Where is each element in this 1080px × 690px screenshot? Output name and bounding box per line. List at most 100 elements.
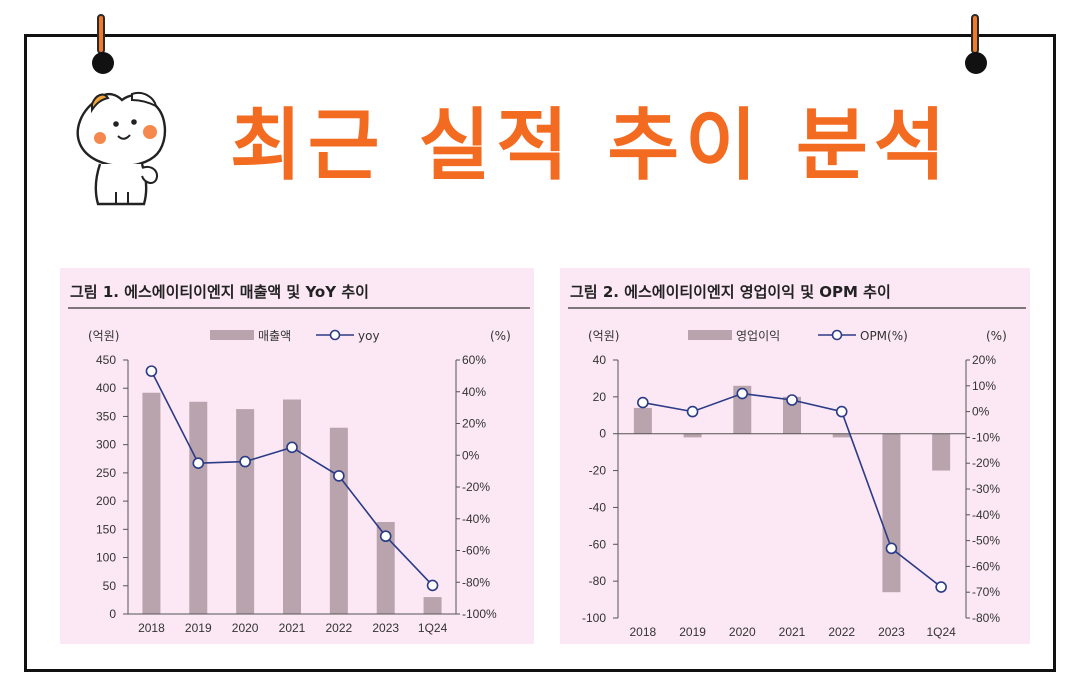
bar xyxy=(329,427,348,614)
line-point xyxy=(145,365,158,377)
right-tick-label: 60% xyxy=(462,353,486,367)
line-point xyxy=(286,441,298,454)
right-tick-label: -50% xyxy=(972,534,1000,548)
right-tick-label: -100% xyxy=(462,607,497,621)
chart-operating-profit-opm: 그림 2. 에스에이티이엔지 영업이익 및 OPM 추이 (억원) (%) 영업이익 O… xyxy=(560,268,1030,644)
right-tick-label: -20% xyxy=(462,480,490,494)
left-tick-label: 0 xyxy=(599,427,606,441)
cat-mascot-icon xyxy=(76,92,167,206)
bar xyxy=(236,409,255,614)
left-tick-label: -80 xyxy=(589,574,607,588)
left-tick-label: -40 xyxy=(589,500,607,514)
line-point xyxy=(239,455,251,468)
bar xyxy=(189,401,208,614)
legend-line-label: OPM(%) xyxy=(860,329,908,343)
bar xyxy=(783,396,801,434)
category-label: 1Q24 xyxy=(926,625,956,639)
category-label: 2021 xyxy=(279,621,306,635)
chart-svg: 그림 1. 에스에이티이엔지 매출액 및 YoY 추이 (억원) (%) 매출액 yoy… xyxy=(68,283,530,635)
category-label: 2021 xyxy=(779,625,806,639)
line-point xyxy=(333,470,345,482)
right-tick-label: -80% xyxy=(972,611,1000,625)
legend-line-marker xyxy=(329,329,341,341)
left-tick-label: 350 xyxy=(96,409,116,423)
pin-right-stick xyxy=(971,14,979,54)
right-tick-label: -60% xyxy=(972,559,1000,573)
line-point xyxy=(426,579,439,592)
left-tick-label: 400 xyxy=(96,381,116,395)
legend-line-label: yoy xyxy=(358,329,380,343)
right-axis-unit: (%) xyxy=(986,329,1007,343)
right-tick-label: -40% xyxy=(972,508,1000,522)
right-tick-label: 20% xyxy=(462,417,486,431)
bar xyxy=(733,385,752,434)
chart-svg: 그림 2. 에스에이티이엔지 영업이익 및 OPM 추이 (억원) (%) 영업이익 O… xyxy=(568,283,1026,639)
right-tick-label: 0% xyxy=(462,448,480,462)
bar xyxy=(423,597,442,614)
right-tick-label: 40% xyxy=(462,385,486,399)
left-axis-unit: (억원) xyxy=(588,329,619,343)
bar xyxy=(633,407,652,434)
line-point xyxy=(835,405,848,418)
right-tick-label: -30% xyxy=(972,482,1000,496)
right-tick-label: -60% xyxy=(462,544,490,558)
right-tick-label: 20% xyxy=(972,353,996,367)
left-tick-label: 20 xyxy=(593,390,607,404)
legend-bar-swatch xyxy=(688,330,732,340)
page-title: 최근 실적 추이 분석 xyxy=(230,101,952,191)
category-label: 2018 xyxy=(138,621,165,635)
bar xyxy=(142,392,161,614)
line-point xyxy=(786,394,798,406)
left-tick-label: 150 xyxy=(96,522,116,536)
category-label: 2022 xyxy=(326,621,353,635)
right-axis-unit: (%) xyxy=(490,329,511,343)
bar xyxy=(932,433,951,471)
line-point xyxy=(379,530,392,543)
left-tick-label: 50 xyxy=(103,579,117,593)
line-point xyxy=(736,387,749,400)
chart-title: 그림 2. 에스에이티이엔지 영업이익 및 OPM 추이 xyxy=(570,283,891,301)
right-tick-label: -40% xyxy=(462,512,490,526)
left-tick-label: 40 xyxy=(593,353,607,367)
right-tick-label: -70% xyxy=(972,585,1000,599)
left-tick-label: 200 xyxy=(96,494,116,508)
chart-title: 그림 1. 에스에이티이엔지 매출액 및 YoY 추이 xyxy=(70,283,369,301)
left-tick-label: -20 xyxy=(589,464,607,478)
left-tick-label: 0 xyxy=(109,607,116,621)
category-label: 2019 xyxy=(185,621,212,635)
pin-left-stick xyxy=(97,14,105,54)
right-tick-label: 10% xyxy=(972,379,996,393)
legend-line-marker xyxy=(831,329,843,341)
left-tick-label: 250 xyxy=(96,466,116,480)
left-axis-unit: (억원) xyxy=(88,329,119,343)
legend-bar-swatch xyxy=(210,330,254,340)
left-tick-label: 450 xyxy=(96,353,116,367)
category-label: 2020 xyxy=(729,625,756,639)
line-point xyxy=(637,396,649,409)
pin-right xyxy=(965,52,987,74)
right-tick-label: 0% xyxy=(972,405,990,419)
right-tick-label: -80% xyxy=(462,575,490,589)
line-point xyxy=(935,581,947,593)
right-tick-label: -10% xyxy=(972,430,1000,444)
left-tick-label: 300 xyxy=(96,438,116,452)
category-label: 1Q24 xyxy=(418,621,448,635)
category-label: 2018 xyxy=(630,625,657,639)
legend-bar-label: 매출액 xyxy=(258,329,291,343)
left-tick-label: -100 xyxy=(582,611,606,625)
pin-left xyxy=(92,52,114,74)
category-label: 2020 xyxy=(232,621,259,635)
line-point xyxy=(686,405,699,418)
category-label: 2022 xyxy=(828,625,855,639)
left-tick-label: 100 xyxy=(96,551,116,565)
line-point xyxy=(192,457,205,469)
category-label: 2023 xyxy=(372,621,399,635)
bar xyxy=(683,433,702,438)
legend-bar-label: 영업이익 xyxy=(736,329,780,343)
line-point xyxy=(885,542,898,555)
category-label: 2023 xyxy=(878,625,905,639)
bar xyxy=(882,433,901,593)
bar xyxy=(832,433,851,438)
category-label: 2019 xyxy=(679,625,706,639)
bar xyxy=(376,521,395,614)
